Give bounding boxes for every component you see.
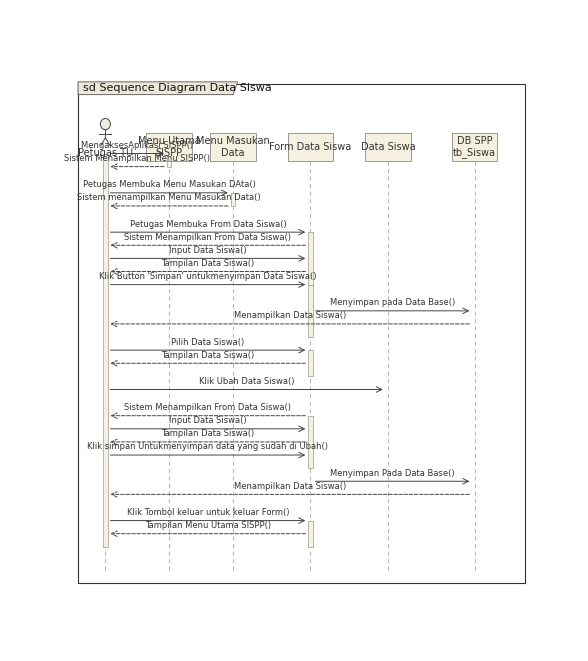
Text: Petugas Membuka Menu Masukan DAta(): Petugas Membuka Menu Masukan DAta() [83, 180, 256, 189]
Text: Menampilkan Data Siswa(): Menampilkan Data Siswa() [234, 482, 346, 491]
Text: Tampilan Data Siswa(): Tampilan Data Siswa() [161, 259, 255, 268]
Text: sd Sequence Diagram Data Siswa: sd Sequence Diagram Data Siswa [82, 83, 272, 93]
Bar [167, 153, 172, 167]
Text: Klik Ubah Data Siswa(): Klik Ubah Data Siswa() [199, 377, 295, 386]
Text: Menu Utama
SISPP: Menu Utama SISPP [138, 136, 201, 157]
Text: Menampilkan Data Siswa(): Menampilkan Data Siswa() [234, 311, 346, 321]
Polygon shape [78, 82, 238, 95]
Text: Petugas TU: Petugas TU [78, 147, 133, 157]
Text: Menyimpan pada Data Base(): Menyimpan pada Data Base() [330, 298, 455, 307]
Text: Sistem menampilkan Menu Masukan Data(): Sistem menampilkan Menu Masukan Data() [78, 194, 261, 202]
Bar [211, 133, 256, 161]
Text: Tampilan Data Siswa(): Tampilan Data Siswa() [161, 351, 255, 360]
Text: Klik Button 'Simpan' untukmenyimpan Data Siswa(): Klik Button 'Simpan' untukmenyimpan Data… [99, 272, 317, 281]
Bar [288, 133, 333, 161]
Text: Sistem Menampilkan From Data Siswa(): Sistem Menampilkan From Data Siswa() [125, 233, 292, 242]
Text: Klik simpan Untukmenyimpan data yang sudah di Ubah(): Klik simpan Untukmenyimpan data yang sud… [88, 442, 329, 451]
Text: MengaksesAplikasi SISPP(): MengaksesAplikasi SISPP() [81, 141, 193, 150]
Text: Form Data Siswa: Form Data Siswa [269, 141, 352, 152]
Bar [452, 133, 497, 161]
Text: Tampilan Menu Utama SISPP(): Tampilan Menu Utama SISPP() [145, 521, 271, 530]
Text: Tampilan Data Siswa(): Tampilan Data Siswa() [161, 430, 255, 438]
Text: Data Siswa: Data Siswa [360, 141, 415, 152]
Text: Klik Tombol keluar untuk keluar Form(): Klik Tombol keluar untuk keluar Form() [126, 508, 289, 517]
Bar [365, 133, 410, 161]
Bar [146, 133, 192, 161]
Text: Input Data Siswa(): Input Data Siswa() [169, 246, 247, 255]
Text: Sistem Menampilkan Menu SISPP(): Sistem Menampilkan Menu SISPP() [64, 154, 211, 163]
Text: Menu Masukan
Data: Menu Masukan Data [196, 136, 270, 157]
Bar [308, 521, 313, 547]
Text: DB SPP
tb_Siswa: DB SPP tb_Siswa [453, 136, 496, 158]
Text: Pilih Data Siswa(): Pilih Data Siswa() [171, 338, 245, 346]
Text: Sistem Menampilkan From Data Siswa(): Sistem Menampilkan From Data Siswa() [125, 403, 292, 412]
Bar [230, 193, 235, 206]
Circle shape [101, 118, 111, 130]
Text: Petugas Membuka From Data Siswa(): Petugas Membuka From Data Siswa() [129, 219, 286, 229]
Bar [308, 416, 313, 468]
Bar [308, 350, 313, 376]
Bar [308, 285, 313, 337]
Bar [308, 232, 313, 285]
Text: Menyimpan Pada Data Base(): Menyimpan Pada Data Base() [330, 469, 455, 478]
Bar [103, 153, 108, 547]
Text: Input Data Siswa(): Input Data Siswa() [169, 416, 247, 425]
